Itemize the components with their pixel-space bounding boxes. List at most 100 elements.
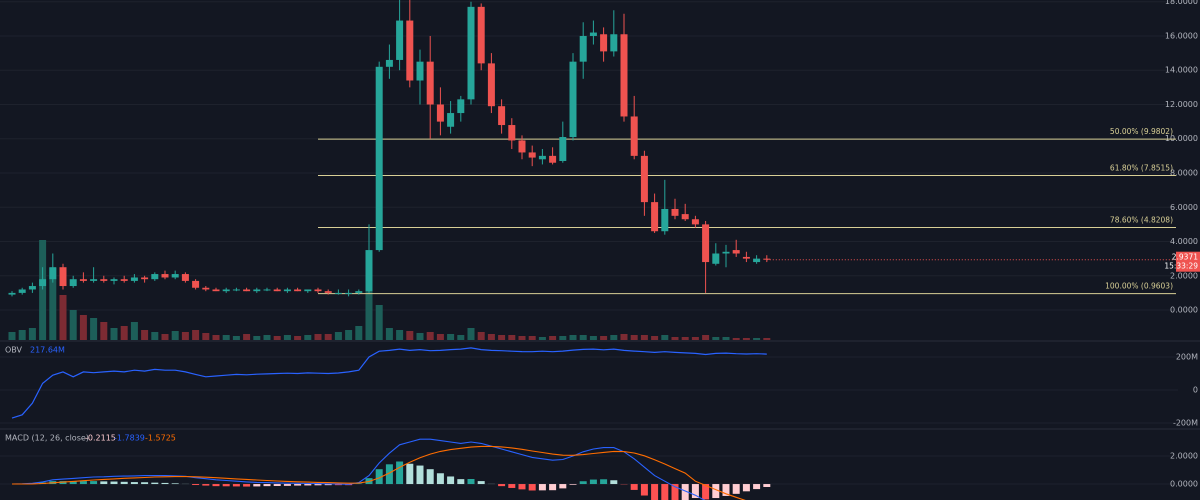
volume-bar bbox=[69, 310, 77, 340]
volume-bar bbox=[722, 337, 730, 340]
candle-body bbox=[324, 291, 332, 293]
candle-body bbox=[651, 202, 659, 232]
fib-label: 100.00% (0.9603) bbox=[1105, 282, 1173, 291]
volume-bar bbox=[365, 275, 373, 340]
volume-bar bbox=[263, 335, 271, 340]
pane-plot bbox=[11, 438, 771, 500]
candle-body bbox=[263, 289, 271, 291]
volume-bar bbox=[681, 337, 689, 340]
y-tick-label: 200M bbox=[1176, 353, 1198, 362]
y-tick-label: 8.0000 bbox=[1170, 168, 1198, 177]
y-tick-label: 0.0000 bbox=[1170, 306, 1198, 315]
volume-bar bbox=[283, 335, 291, 340]
candle-body bbox=[528, 152, 536, 158]
volume-bar bbox=[375, 305, 383, 340]
candle-body bbox=[712, 253, 720, 264]
candle-body bbox=[100, 279, 108, 281]
candle-body bbox=[59, 267, 67, 287]
candle-body bbox=[753, 258, 761, 263]
candle-body bbox=[396, 20, 404, 60]
candle-body bbox=[161, 274, 169, 278]
volume-bar bbox=[171, 331, 179, 340]
countdown-label: 15:33:29 bbox=[1164, 262, 1198, 271]
histogram-bar bbox=[304, 484, 312, 486]
volume-bar bbox=[518, 336, 526, 340]
histogram-bar bbox=[396, 461, 404, 485]
volume-bar bbox=[589, 336, 597, 340]
histogram-bar bbox=[600, 479, 608, 485]
candle-body bbox=[69, 279, 77, 287]
volume-bar bbox=[28, 328, 36, 340]
volume-bar bbox=[181, 332, 189, 340]
histogram-bar bbox=[294, 484, 302, 486]
histogram-bar bbox=[69, 481, 77, 485]
y-tick-label: 0 bbox=[1193, 386, 1198, 395]
candle-body bbox=[436, 104, 444, 122]
y-tick-label: 12.0000 bbox=[1165, 100, 1198, 109]
volume-bar bbox=[314, 334, 322, 340]
candle-body bbox=[192, 280, 200, 288]
candle-body bbox=[304, 289, 312, 292]
signal-last-value: -1.5725 bbox=[145, 434, 176, 443]
candle-body bbox=[90, 279, 98, 281]
line-series bbox=[11, 347, 767, 419]
volume-bar bbox=[324, 334, 332, 340]
volume-bar bbox=[528, 336, 536, 340]
volume-bar bbox=[110, 328, 118, 340]
volume-bar bbox=[763, 338, 771, 340]
candle-body bbox=[416, 61, 424, 81]
histogram-bar bbox=[90, 481, 98, 485]
candle-body bbox=[569, 61, 577, 138]
y-tick-label: 0.0000 bbox=[1170, 480, 1198, 489]
candle-body bbox=[763, 258, 771, 260]
last-price-label: 2.9371 bbox=[1172, 253, 1198, 262]
volume-bar bbox=[610, 335, 618, 340]
histogram-bar bbox=[702, 484, 710, 500]
histogram-last-value: -0.2115 bbox=[85, 434, 116, 443]
indicator-title: MACD (12, 26, close) bbox=[5, 434, 89, 443]
histogram-bar bbox=[79, 481, 87, 485]
volume-bar bbox=[579, 335, 587, 340]
candle-body bbox=[8, 292, 16, 295]
histogram-bar bbox=[753, 484, 761, 490]
volume-bar bbox=[253, 336, 261, 340]
histogram-bar bbox=[467, 479, 475, 485]
candle-body bbox=[18, 289, 26, 293]
volume-bar bbox=[498, 335, 506, 340]
y-tick-label: 16.0000 bbox=[1165, 31, 1198, 40]
volume-bar bbox=[355, 326, 363, 340]
volume-bar bbox=[243, 334, 251, 340]
candle-body bbox=[222, 289, 230, 292]
histogram-bar bbox=[426, 469, 434, 485]
y-tick-label: -200M bbox=[1173, 419, 1198, 428]
histogram-bar bbox=[120, 481, 128, 485]
histogram-bar bbox=[110, 481, 118, 485]
candle-body bbox=[620, 34, 628, 117]
histogram-bar bbox=[192, 484, 200, 486]
volume-bar bbox=[334, 332, 342, 340]
histogram-bar bbox=[436, 473, 444, 485]
candle-body bbox=[28, 286, 36, 290]
volume-bar bbox=[161, 334, 169, 340]
macd-last-value: -1.7839 bbox=[114, 434, 145, 443]
candle-body bbox=[467, 6, 475, 100]
series-name: OBV bbox=[5, 346, 23, 355]
candle-body bbox=[273, 289, 281, 292]
pane-plot bbox=[11, 347, 767, 419]
volume-bar bbox=[273, 336, 281, 340]
volume-bar bbox=[742, 338, 750, 340]
fib-label: 50.00% (9.9802) bbox=[1110, 127, 1173, 136]
candle-body bbox=[600, 34, 608, 52]
candle-body bbox=[702, 224, 710, 263]
histogram-bar bbox=[324, 484, 332, 486]
histogram-bar bbox=[732, 484, 740, 494]
histogram-bar bbox=[385, 464, 393, 485]
histogram-bar bbox=[763, 484, 771, 488]
histogram-bar bbox=[538, 484, 546, 491]
candle-body bbox=[49, 267, 57, 280]
volume-bar bbox=[569, 335, 577, 340]
candle-body bbox=[345, 292, 353, 294]
histogram-bar bbox=[630, 484, 638, 490]
histogram-bar bbox=[589, 479, 597, 485]
